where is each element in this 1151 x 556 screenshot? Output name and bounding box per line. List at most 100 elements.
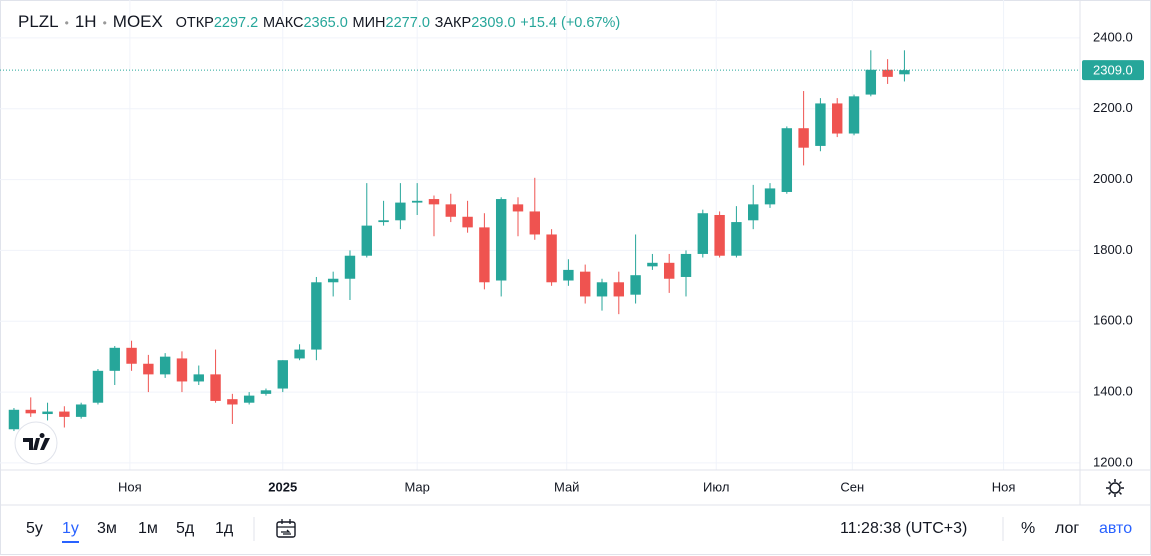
close-label: ЗАКР [434,15,472,31]
candle-body [143,363,154,375]
candle-body [748,204,759,221]
candle-body [327,278,339,283]
candle-body [92,370,104,403]
candle-body [378,220,389,223]
x-tick-label: Ноя [118,479,142,494]
y-tick-label: 1200.0 [1093,454,1133,469]
y-tick-label: 1800.0 [1093,242,1133,257]
x-tick-label: Май [554,479,579,494]
auto-toggle[interactable]: авто [1099,520,1133,537]
candle-body [579,271,591,297]
range-button[interactable]: 1м [138,520,158,537]
candle-body [697,213,709,254]
candle-body [25,409,36,414]
range-button[interactable]: 1д [215,520,234,537]
calendar-icon[interactable] [276,519,296,538]
exchange: MOEX [112,12,163,31]
x-tick-label: Сен [840,479,864,494]
range-button[interactable]: 5д [176,520,195,537]
legend: PLZL • 1H • MOEX ОТКР2297.2 МАКС2365.0 МИН22… [18,12,621,31]
candle-body [815,103,826,146]
candle-body [428,199,440,205]
candle-body [781,128,793,192]
candle-body [865,69,877,95]
candle-body [731,222,742,256]
candle-body [411,200,423,203]
y-tick-label: 1400.0 [1093,384,1133,399]
close-value: 2309.0 [471,15,516,31]
candle-body [764,188,776,205]
percent-toggle[interactable]: % [1021,520,1036,537]
candle-body [613,282,625,297]
x-tick-label: Ноя [992,479,1016,494]
candle-body [210,374,221,401]
candle-body [243,395,255,403]
candle-body [109,347,120,371]
change: +15.4 (+0.67%) [520,15,621,31]
candle-body [294,349,305,359]
candle-body [563,269,574,281]
candle-body [311,282,322,350]
candle-body [361,225,372,256]
candle-body [193,374,204,382]
candle-body [647,262,658,267]
candle-body [495,199,507,281]
low-value: 2277.0 [385,15,430,31]
candle-body [277,360,288,389]
last-price-badge [1082,60,1144,81]
candle-body [75,404,87,417]
range-button[interactable]: 3м [97,520,117,537]
candle-body [529,211,540,235]
candle-body [848,96,860,134]
candle-body [882,69,893,77]
candle-body [227,399,238,405]
candle-body [512,204,524,212]
candle-body [344,255,356,279]
y-tick-label: 2000.0 [1093,171,1133,186]
open-value: 2297.2 [213,15,259,31]
candle-body [462,216,473,228]
candle-body [126,347,137,364]
settings-icon[interactable] [1106,479,1124,497]
candle-body [395,202,406,221]
candle-body [260,390,272,394]
interval: 1H [74,12,97,31]
candle-body [479,227,490,283]
candle-body [159,356,171,375]
clock: 11:28:38 (UTC+3) [840,520,968,537]
range-button[interactable]: 1у [62,520,79,537]
candle-body [176,358,188,382]
y-tick-label: 1600.0 [1093,313,1133,328]
candle-body [680,253,692,277]
x-tick-label: Мар [404,479,429,494]
candle-body [663,262,675,279]
symbol: PLZL [18,12,59,31]
open-label: ОТКР [175,15,214,31]
low-label: МИН [352,15,386,31]
high-label: МАКС [262,15,304,31]
candle-body [832,103,843,134]
x-tick-label: 2025 [268,479,297,494]
candle-body [59,411,70,417]
candle-body [596,282,608,297]
range-button[interactable]: 5у [26,520,43,537]
x-tick-label: Июл [703,479,729,494]
y-tick-label: 2200.0 [1093,100,1133,115]
high-value: 2365.0 [303,15,348,31]
candle-body [546,234,557,283]
tv-logo [14,421,58,465]
candle-body [798,128,809,148]
candle-body [445,204,456,217]
candle-body [714,214,725,256]
y-tick-label: 2400.0 [1093,29,1133,44]
candle-body [8,409,20,430]
candle-body [42,411,53,415]
candle-body [899,70,910,75]
log-toggle[interactable]: лог [1055,520,1080,537]
candle-body [630,275,641,295]
last-price-label: 2309.0 [1093,63,1133,78]
toolbar: 11:28:38 (UTC+3) % лог авто [0,508,1151,552]
